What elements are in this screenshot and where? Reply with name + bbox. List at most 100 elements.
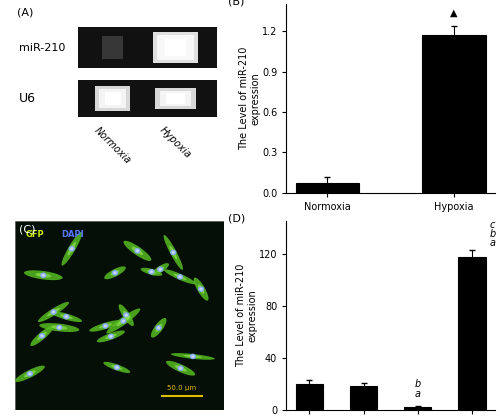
Ellipse shape bbox=[106, 334, 117, 339]
Ellipse shape bbox=[170, 250, 176, 255]
Text: Hypoxia: Hypoxia bbox=[158, 125, 193, 160]
Ellipse shape bbox=[56, 325, 62, 330]
Ellipse shape bbox=[157, 267, 164, 272]
Ellipse shape bbox=[164, 269, 196, 284]
Text: b: b bbox=[414, 379, 421, 389]
Ellipse shape bbox=[15, 366, 45, 382]
Text: Normoxia: Normoxia bbox=[92, 125, 133, 166]
Ellipse shape bbox=[156, 325, 162, 331]
Ellipse shape bbox=[132, 247, 143, 255]
Text: ▲: ▲ bbox=[450, 8, 458, 18]
Ellipse shape bbox=[28, 372, 32, 375]
Ellipse shape bbox=[50, 311, 82, 322]
Ellipse shape bbox=[116, 316, 130, 326]
Ellipse shape bbox=[191, 355, 194, 358]
Ellipse shape bbox=[63, 314, 70, 319]
Ellipse shape bbox=[118, 304, 134, 326]
Ellipse shape bbox=[194, 278, 208, 301]
FancyBboxPatch shape bbox=[166, 93, 185, 104]
Ellipse shape bbox=[104, 362, 130, 373]
Ellipse shape bbox=[122, 319, 125, 323]
Text: DAPI: DAPI bbox=[61, 230, 84, 240]
Ellipse shape bbox=[124, 241, 152, 261]
Text: (D): (D) bbox=[228, 214, 245, 224]
Ellipse shape bbox=[52, 326, 68, 330]
FancyBboxPatch shape bbox=[156, 35, 194, 60]
Ellipse shape bbox=[134, 248, 140, 254]
Ellipse shape bbox=[150, 270, 153, 273]
Ellipse shape bbox=[175, 365, 186, 371]
FancyBboxPatch shape bbox=[78, 27, 218, 68]
Ellipse shape bbox=[60, 314, 72, 319]
Ellipse shape bbox=[97, 331, 125, 342]
Ellipse shape bbox=[102, 323, 108, 329]
Bar bbox=[404, 407, 431, 410]
Text: c: c bbox=[490, 220, 494, 230]
Text: b: b bbox=[490, 229, 496, 239]
Bar bbox=[350, 386, 377, 410]
Ellipse shape bbox=[112, 365, 122, 370]
Ellipse shape bbox=[24, 370, 36, 377]
Ellipse shape bbox=[42, 274, 45, 277]
Ellipse shape bbox=[112, 270, 118, 275]
Ellipse shape bbox=[36, 273, 51, 278]
Text: (A): (A) bbox=[17, 8, 34, 18]
Text: 50.0 μm: 50.0 μm bbox=[168, 385, 196, 391]
Text: miR-210: miR-210 bbox=[19, 43, 66, 53]
Ellipse shape bbox=[114, 364, 120, 370]
Ellipse shape bbox=[172, 251, 175, 254]
Ellipse shape bbox=[148, 269, 154, 275]
Ellipse shape bbox=[198, 286, 204, 292]
Text: GFP: GFP bbox=[26, 230, 44, 240]
FancyBboxPatch shape bbox=[100, 89, 126, 108]
Bar bbox=[296, 384, 323, 410]
Ellipse shape bbox=[198, 285, 204, 294]
Ellipse shape bbox=[115, 366, 118, 369]
Ellipse shape bbox=[178, 365, 184, 371]
Ellipse shape bbox=[151, 318, 166, 338]
Bar bbox=[458, 257, 485, 410]
Ellipse shape bbox=[120, 318, 126, 324]
Ellipse shape bbox=[68, 246, 75, 252]
Ellipse shape bbox=[178, 275, 182, 278]
Ellipse shape bbox=[200, 288, 203, 291]
FancyBboxPatch shape bbox=[104, 92, 120, 104]
Ellipse shape bbox=[104, 324, 107, 327]
Ellipse shape bbox=[171, 353, 215, 360]
Ellipse shape bbox=[40, 323, 80, 332]
FancyBboxPatch shape bbox=[152, 32, 198, 63]
FancyBboxPatch shape bbox=[95, 86, 130, 111]
Bar bbox=[422, 35, 486, 193]
Ellipse shape bbox=[109, 335, 112, 338]
Ellipse shape bbox=[123, 312, 130, 318]
Ellipse shape bbox=[157, 326, 160, 329]
Ellipse shape bbox=[157, 267, 164, 272]
Ellipse shape bbox=[90, 320, 122, 331]
Ellipse shape bbox=[108, 334, 114, 339]
Text: a: a bbox=[490, 238, 496, 248]
Ellipse shape bbox=[52, 311, 55, 314]
Ellipse shape bbox=[68, 242, 76, 255]
Y-axis label: The Level of miR-210
expression: The Level of miR-210 expression bbox=[236, 264, 258, 367]
Ellipse shape bbox=[177, 274, 183, 280]
Text: a: a bbox=[415, 389, 421, 399]
Ellipse shape bbox=[174, 274, 186, 280]
Bar bbox=[296, 184, 359, 193]
Ellipse shape bbox=[50, 309, 56, 315]
Ellipse shape bbox=[106, 308, 140, 334]
FancyBboxPatch shape bbox=[15, 221, 224, 410]
FancyBboxPatch shape bbox=[165, 39, 186, 56]
FancyBboxPatch shape bbox=[78, 79, 218, 117]
Y-axis label: The Level of miR-210
expression: The Level of miR-210 expression bbox=[239, 47, 260, 150]
FancyBboxPatch shape bbox=[160, 91, 191, 106]
Ellipse shape bbox=[58, 326, 61, 329]
Ellipse shape bbox=[99, 324, 112, 329]
Ellipse shape bbox=[40, 334, 43, 337]
Ellipse shape bbox=[30, 326, 54, 346]
Ellipse shape bbox=[104, 266, 126, 279]
Text: (B): (B) bbox=[228, 0, 244, 7]
Ellipse shape bbox=[48, 308, 60, 316]
Ellipse shape bbox=[170, 245, 177, 260]
Text: (C): (C) bbox=[19, 225, 36, 235]
Ellipse shape bbox=[62, 232, 82, 265]
